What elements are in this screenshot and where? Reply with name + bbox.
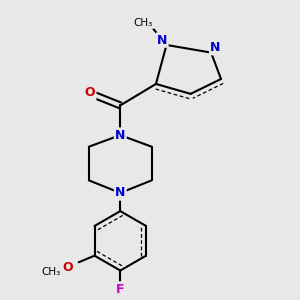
Text: N: N: [157, 34, 167, 46]
Text: O: O: [85, 86, 95, 99]
Text: N: N: [210, 41, 220, 54]
Text: N: N: [115, 186, 125, 200]
Text: N: N: [115, 129, 125, 142]
Text: F: F: [116, 283, 124, 296]
Text: CH₃: CH₃: [41, 267, 61, 277]
Text: CH₃: CH₃: [134, 18, 153, 28]
Text: O: O: [62, 261, 73, 274]
